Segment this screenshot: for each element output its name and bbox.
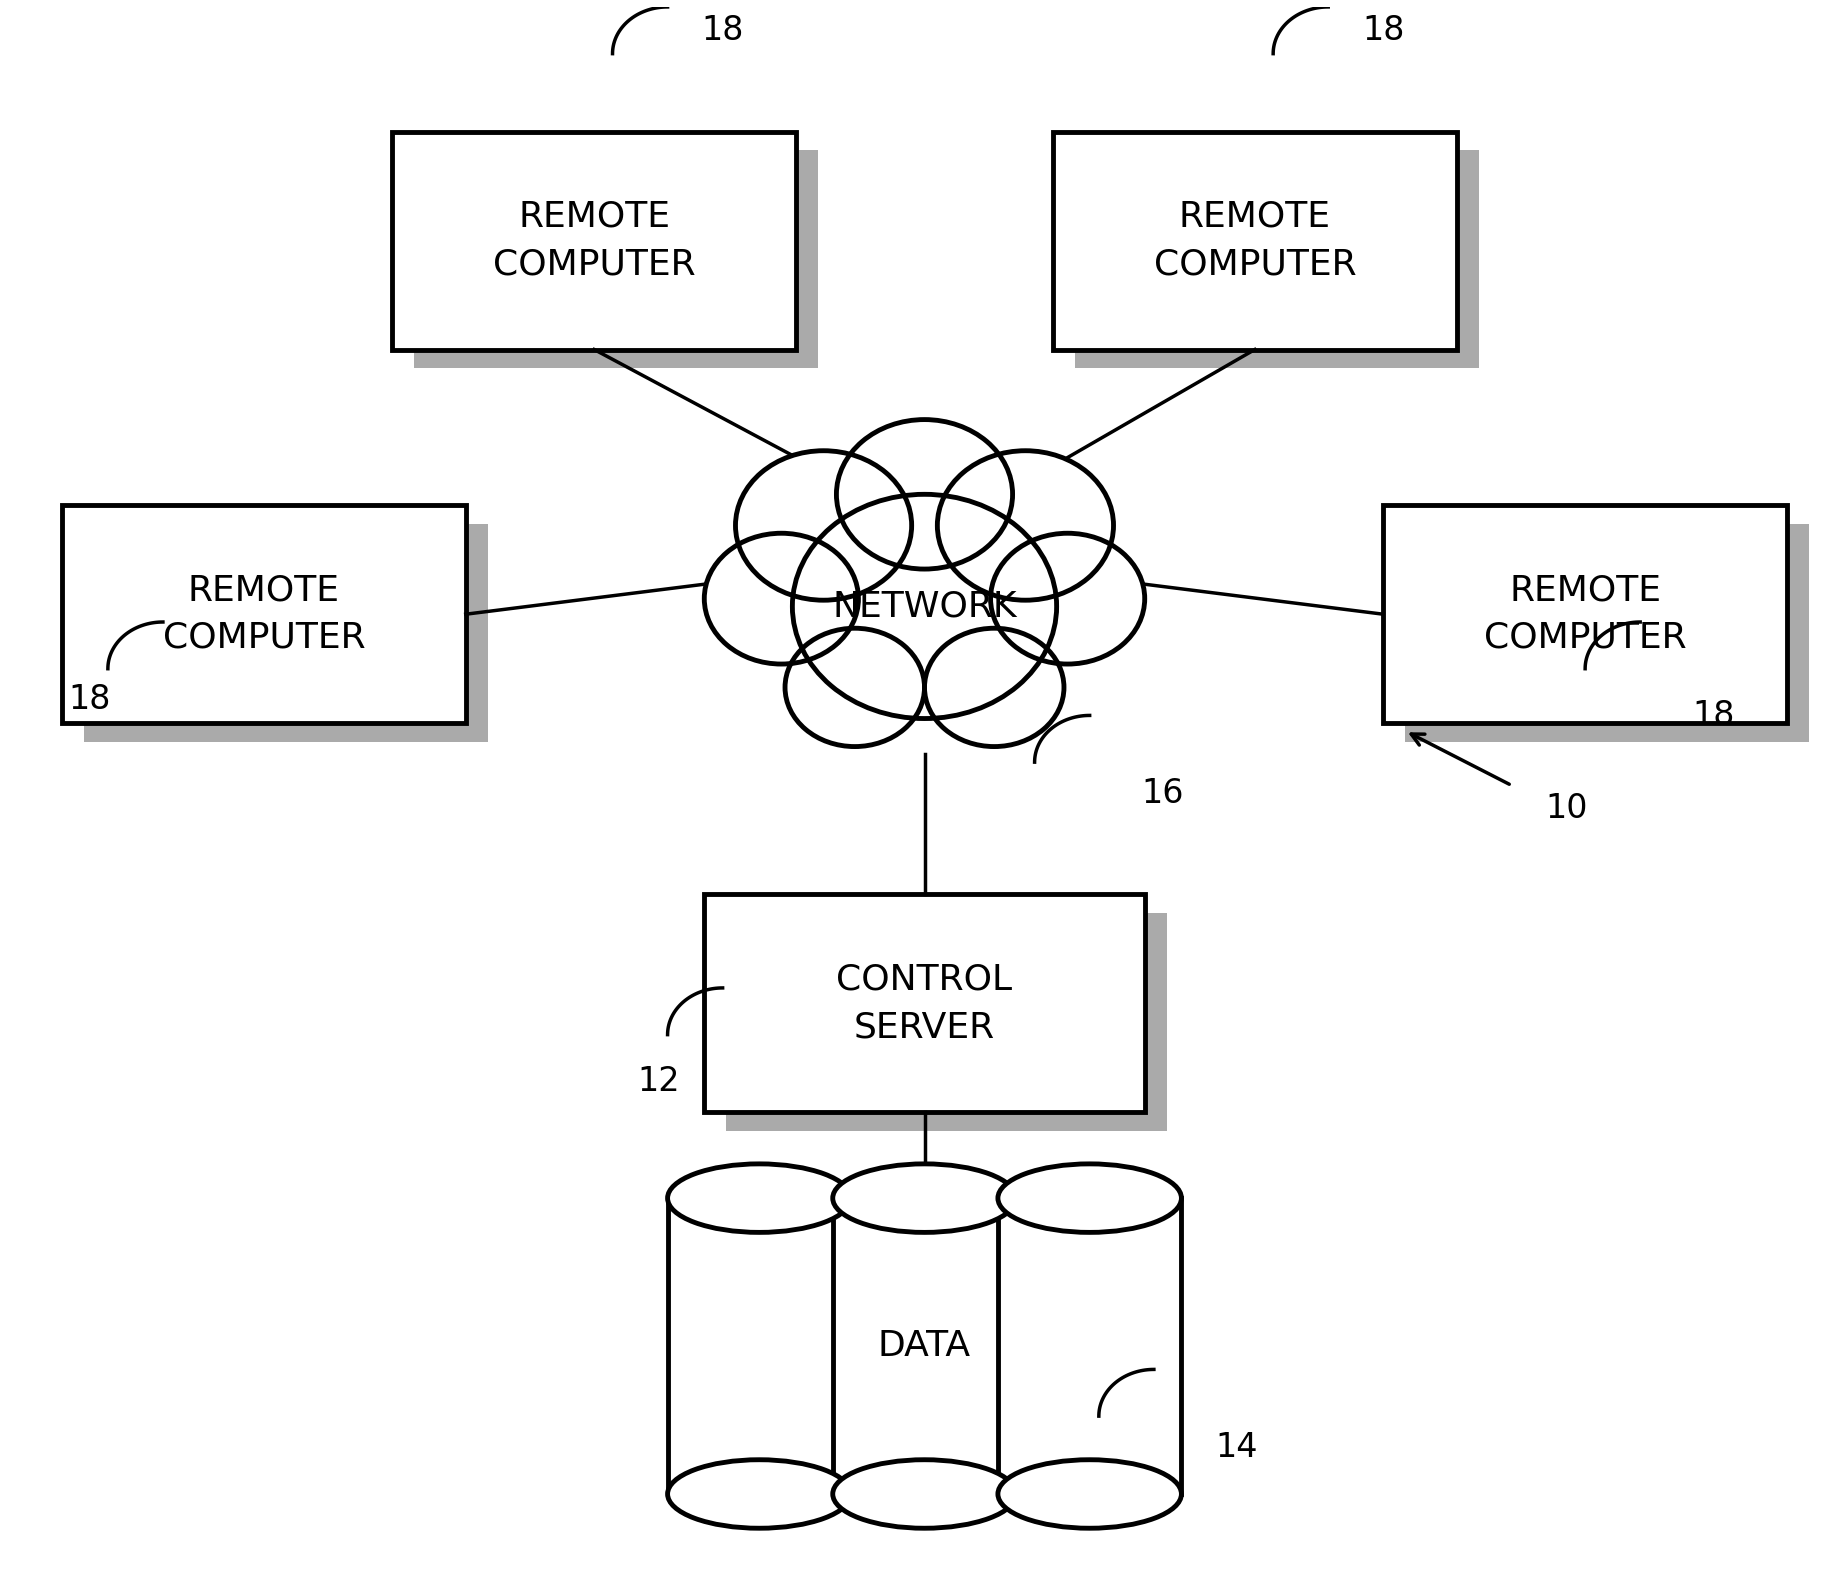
- Text: 10: 10: [1545, 792, 1587, 825]
- Circle shape: [835, 419, 1013, 569]
- Text: REMOTE
COMPUTER: REMOTE COMPUTER: [493, 200, 695, 281]
- Bar: [998, 1199, 1181, 1494]
- Bar: [83, 523, 488, 742]
- Bar: [726, 913, 1166, 1131]
- Circle shape: [991, 533, 1144, 665]
- Text: 14: 14: [1214, 1431, 1257, 1464]
- Text: 18: 18: [68, 683, 111, 716]
- Ellipse shape: [998, 1164, 1181, 1232]
- Ellipse shape: [832, 1164, 1016, 1232]
- Circle shape: [736, 451, 911, 600]
- Bar: [63, 506, 466, 723]
- Text: 18: 18: [1362, 14, 1404, 47]
- Ellipse shape: [667, 1459, 850, 1529]
- Text: DATA: DATA: [878, 1329, 970, 1364]
- Text: REMOTE
COMPUTER: REMOTE COMPUTER: [1153, 200, 1355, 281]
- Bar: [1404, 523, 1807, 742]
- Circle shape: [793, 495, 1055, 718]
- Ellipse shape: [832, 1459, 1016, 1529]
- Bar: [832, 1199, 1016, 1494]
- Text: 16: 16: [1142, 776, 1185, 809]
- Bar: [392, 132, 796, 349]
- Bar: [1074, 151, 1478, 368]
- Text: REMOTE
COMPUTER: REMOTE COMPUTER: [1484, 573, 1685, 655]
- Text: 12: 12: [638, 1065, 680, 1098]
- Circle shape: [704, 533, 857, 665]
- Ellipse shape: [667, 1164, 850, 1232]
- Bar: [1382, 506, 1785, 723]
- Text: 18: 18: [700, 14, 743, 47]
- Circle shape: [924, 628, 1063, 746]
- Text: REMOTE
COMPUTER: REMOTE COMPUTER: [163, 573, 364, 655]
- Circle shape: [937, 451, 1112, 600]
- Text: NETWORK: NETWORK: [832, 589, 1016, 624]
- Text: 18: 18: [1691, 699, 1733, 732]
- Bar: [414, 151, 817, 368]
- Bar: [1052, 132, 1456, 349]
- Text: CONTROL
SERVER: CONTROL SERVER: [835, 963, 1013, 1045]
- Circle shape: [785, 628, 924, 746]
- Bar: [667, 1199, 850, 1494]
- Ellipse shape: [998, 1459, 1181, 1529]
- Bar: [704, 894, 1144, 1112]
